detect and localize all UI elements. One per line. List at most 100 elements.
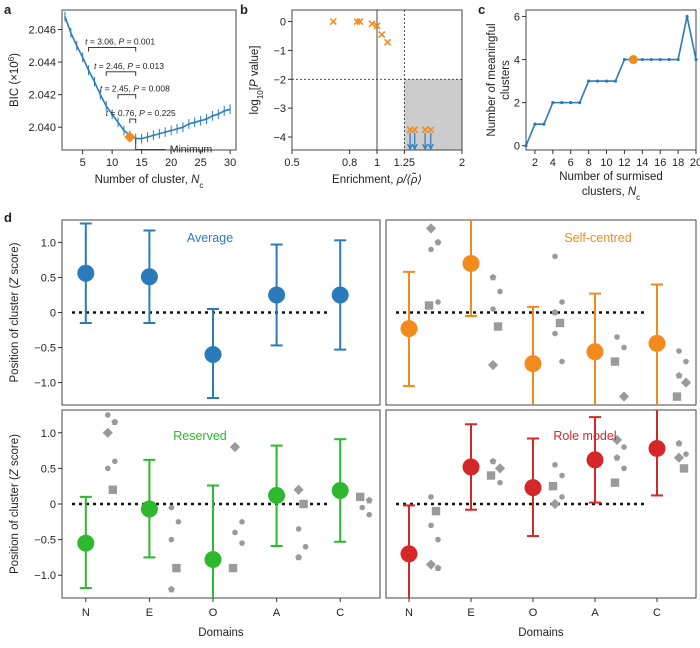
meaningful-clusters-point <box>649 57 653 62</box>
x-tick-label-c: 12 <box>618 157 630 169</box>
meaningful-clusters-line <box>525 16 697 146</box>
gray-marker-dot <box>614 334 620 340</box>
x-axis-label-b: Enrichment, ρ/⟨ρ̃⟩ <box>332 173 422 186</box>
mean-point-d <box>648 334 666 352</box>
y-tick-label-a: 2.044 <box>28 57 56 69</box>
gray-marker-pentagon <box>613 454 621 461</box>
meaningful-clusters-point <box>676 57 680 62</box>
meaningful-clusters-point <box>560 101 564 105</box>
y-tick-label-b: −4 <box>273 132 286 144</box>
meaningful-clusters-point <box>613 79 618 83</box>
y-tick-label-b: −1 <box>273 45 286 57</box>
y-tick-label-b: −2 <box>273 74 286 86</box>
x-tick-label-c: 16 <box>654 157 666 169</box>
pvalue-arrowhead <box>411 143 418 151</box>
mean-point-d <box>268 286 286 304</box>
cluster-point-b <box>384 38 392 46</box>
gray-marker-square <box>679 464 689 473</box>
y-tick-label-d: 1.0 <box>41 428 56 440</box>
mean-point-d <box>331 481 349 499</box>
meaningful-clusters-point <box>524 144 528 148</box>
meaningful-clusters-point <box>569 101 573 105</box>
y-axis-label-a: BIC (×106) <box>7 53 22 107</box>
gray-marker-pentagon <box>168 585 175 593</box>
x-tick-label-c: 18 <box>672 157 684 169</box>
y-axis-label-c: Number of meaningful <box>486 23 498 136</box>
x-tick-label-d: A <box>273 607 281 619</box>
y-tick-label-d: −1.0 <box>34 570 56 582</box>
meaningful-clusters-point <box>640 57 644 62</box>
gray-marker-diamond <box>611 434 623 446</box>
significance-label: t = 2.45, P = 0.008 <box>100 84 170 94</box>
gray-marker-square <box>610 357 620 366</box>
gray-marker-square <box>555 318 565 328</box>
mean-point-d <box>331 286 349 304</box>
x-tick-label-b: 2 <box>459 157 465 169</box>
gray-marker-dot <box>552 462 558 468</box>
panel-d-self-centred: Self-centred <box>385 219 697 406</box>
plot-frame-a <box>61 9 237 151</box>
mean-point-d <box>462 458 480 476</box>
y-axis-label-d: Position of cluster (Z score) <box>9 434 21 574</box>
meaningful-clusters-point <box>694 57 698 62</box>
significance-bracket <box>88 46 137 52</box>
gray-marker-dot <box>435 536 441 543</box>
meaningful-clusters-point <box>622 57 627 62</box>
gray-marker-dot <box>497 288 503 295</box>
panel-label-c: c <box>478 2 485 17</box>
gray-marker-diamond <box>102 427 113 438</box>
gray-marker-dot <box>621 344 627 351</box>
gray-marker-dot <box>295 526 302 532</box>
cluster-name-label: Reserved <box>173 429 227 443</box>
x-tick-label-b: 0.5 <box>284 157 299 169</box>
gray-marker-dot <box>168 504 175 511</box>
gray-marker-diamond <box>673 452 685 463</box>
panel-label-a: a <box>4 2 12 17</box>
gray-marker-square <box>431 506 441 516</box>
x-tick-label-c: 14 <box>636 157 648 169</box>
x-tick-label-c: 20 <box>690 157 700 169</box>
y-tick-label-c: 0 <box>514 141 520 153</box>
y-axis-label-b: log10[P value] <box>249 45 265 114</box>
mean-point-d <box>204 551 222 569</box>
gray-marker-square <box>356 492 365 502</box>
gray-marker-dot <box>683 451 689 457</box>
y-tick-label-d: 0.5 <box>41 272 56 284</box>
x-tick-label-b: 0.8 <box>342 157 357 169</box>
y-tick-label-d: 0 <box>50 499 56 511</box>
meaningful-clusters-point <box>578 101 582 105</box>
x-tick-label-d: N <box>405 607 413 619</box>
gray-marker-dot <box>105 412 111 418</box>
panel-d-reserved: 1.0 0.5 0 −0.5 −1.0 N E O A C Domains Reserved <box>34 409 381 639</box>
gray-marker-dot <box>435 299 441 305</box>
y-axis-label-d: Position of cluster (Z score) <box>9 242 21 382</box>
x-axis-label-c-2: clusters, Nc <box>582 186 640 202</box>
gray-marker-square <box>493 322 503 331</box>
gray-marker-square <box>548 481 558 491</box>
gray-marker-pentagon <box>434 238 442 246</box>
mean-point-d <box>524 479 542 497</box>
gray-marker-dot <box>302 543 309 550</box>
gray-marker-diamond <box>487 359 499 371</box>
gray-marker-pentagon <box>111 418 119 425</box>
x-tick-label-a: 5 <box>80 157 86 169</box>
x-tick-label-d: C <box>653 607 661 619</box>
cluster-point-b <box>368 20 376 28</box>
x-tick-label-d: O <box>529 607 538 619</box>
mean-point-d <box>462 254 480 272</box>
cluster-point-b <box>353 17 361 26</box>
gray-marker-dot <box>676 348 682 354</box>
x-tick-label-d: A <box>591 607 599 619</box>
panel-d-role-model: N E O A C Domains Role model <box>385 409 697 639</box>
mean-point-d <box>648 439 666 457</box>
gray-marker-pentagon <box>675 372 683 379</box>
cluster-point-b <box>427 126 435 134</box>
x-tick-label-b: 1 <box>374 157 380 169</box>
gray-marker-pentagon <box>365 496 373 504</box>
gray-marker-pentagon <box>489 273 497 281</box>
gray-marker-dot <box>559 472 565 479</box>
y-tick-label-b: −3 <box>273 103 286 115</box>
gray-marker-dot <box>112 458 118 465</box>
plot-frame-c <box>525 9 697 151</box>
